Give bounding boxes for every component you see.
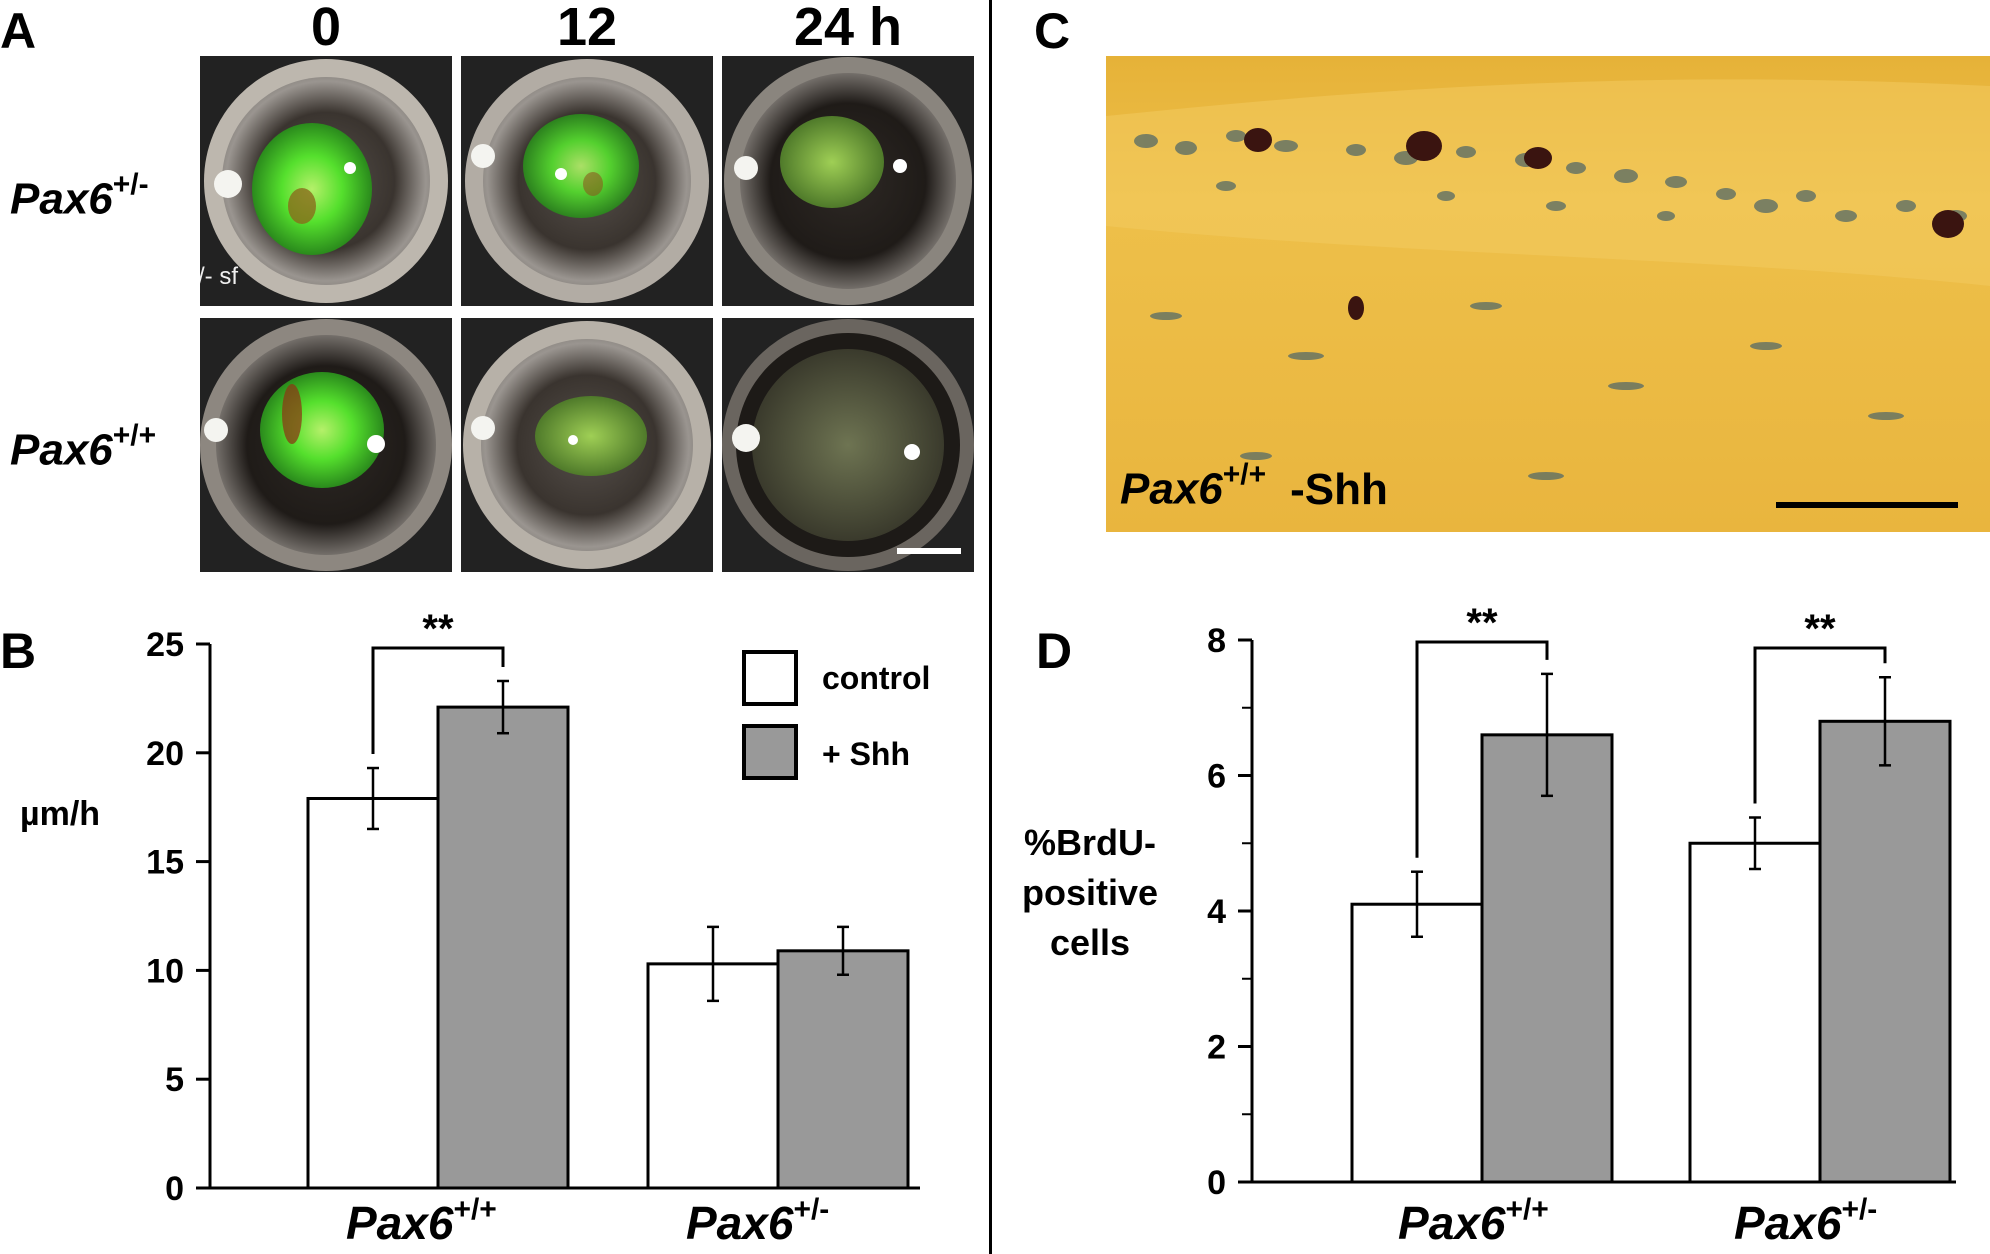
eye-photo-het-0h: /- sf <box>200 56 452 306</box>
chart-d-bar <box>1350 902 1484 1184</box>
ylabel-line-3: cells <box>1049 922 1131 963</box>
legend-label-control: control <box>822 660 931 696</box>
eye-photo-het-12h <box>461 56 713 306</box>
chart-d-bar <box>1688 841 1822 1184</box>
chart-d-sig-bracket <box>1753 646 1887 804</box>
time-label-0: 0 <box>310 0 342 57</box>
panel-c-letter: C <box>1034 3 1071 59</box>
panel-d-letter: D <box>1036 623 1073 679</box>
chart-d-y-tick-label: 8 <box>1207 622 1226 660</box>
legend-swatch-control <box>742 650 798 706</box>
chart-b-bar <box>776 949 910 1190</box>
x-label-d-wt: Pax6+/+ <box>1398 1192 1549 1249</box>
chart-b-y-tick-label: 5 <box>165 1061 184 1099</box>
chart-d-y-tick-label: 6 <box>1207 758 1226 796</box>
x-label-b-wt: Pax6+/+ <box>346 1192 497 1249</box>
eye-photo-wt-24h <box>722 318 974 572</box>
x-label-d-het: Pax6+/- <box>1734 1192 1878 1249</box>
brdu-positive-nuclei <box>1244 128 1964 320</box>
chart-b-sig-bracket <box>371 646 505 755</box>
chart-b-y-tick-label: 20 <box>146 735 184 773</box>
panel-c-label: Pax6+/+ -Shh <box>1120 458 1388 514</box>
chart-b-bar <box>436 705 570 1190</box>
legend-label-shh: + Shh <box>822 736 911 772</box>
histology-image <box>1106 56 1990 532</box>
chart-d-y-tick-label: 0 <box>1207 1164 1226 1202</box>
photo-text: /- sf <box>200 263 238 290</box>
chart-d-bar <box>1480 733 1614 1184</box>
nuclei <box>1134 130 1967 480</box>
panel-a-letter: A <box>0 3 37 59</box>
chart-d-bar <box>1818 719 1952 1184</box>
chart-b-y-tick-label: 0 <box>165 1170 184 1208</box>
row-label-het: Pax6+/- <box>10 168 149 224</box>
scale-bar-c <box>1776 502 1958 508</box>
chart-b: 0 5 10 15 20 25 ** <box>146 607 920 1208</box>
time-label-12: 12 <box>556 0 618 57</box>
eye-photo-wt-0h <box>200 318 452 572</box>
ylabel-line-2: positive <box>1021 872 1159 913</box>
ylabel-line-1: %BrdU- <box>1024 822 1156 863</box>
legend-swatch-shh <box>742 724 798 780</box>
panel-b-ylabel: µm/h <box>20 795 101 833</box>
chart-d-sig-label: ** <box>1804 607 1836 651</box>
chart-d-sig-label: ** <box>1466 601 1498 645</box>
chart-b-bar <box>306 796 440 1190</box>
chart-d-y-tick-label: 4 <box>1207 893 1226 931</box>
eye-photo-wt-12h <box>461 318 713 572</box>
panel-divider <box>989 0 992 1254</box>
chart-b-y-tick-label: 25 <box>146 626 184 664</box>
scale-bar-a <box>897 548 961 554</box>
chart-b-y-tick-label: 10 <box>146 952 184 990</box>
x-label-b-het: Pax6+/- <box>686 1192 830 1249</box>
time-label-24: 24 h <box>793 0 903 57</box>
eye-photo-grid: /- sf <box>200 56 974 572</box>
chart-b-sig-label: ** <box>422 607 454 651</box>
panel-d-ylabel: %BrdU- positive cells <box>1000 818 1180 968</box>
eye-photo-het-24h <box>722 56 974 306</box>
panel-b-letter: B <box>0 623 37 679</box>
chart-b-y-tick-label: 15 <box>146 844 184 882</box>
chart-d: 0 2 4 6 8 ** ** <box>1207 601 1956 1202</box>
chart-d-y-tick-label: 2 <box>1207 1029 1226 1067</box>
chart-d-sig-bracket <box>1415 640 1549 858</box>
row-label-wt: Pax6+/+ <box>10 419 157 475</box>
